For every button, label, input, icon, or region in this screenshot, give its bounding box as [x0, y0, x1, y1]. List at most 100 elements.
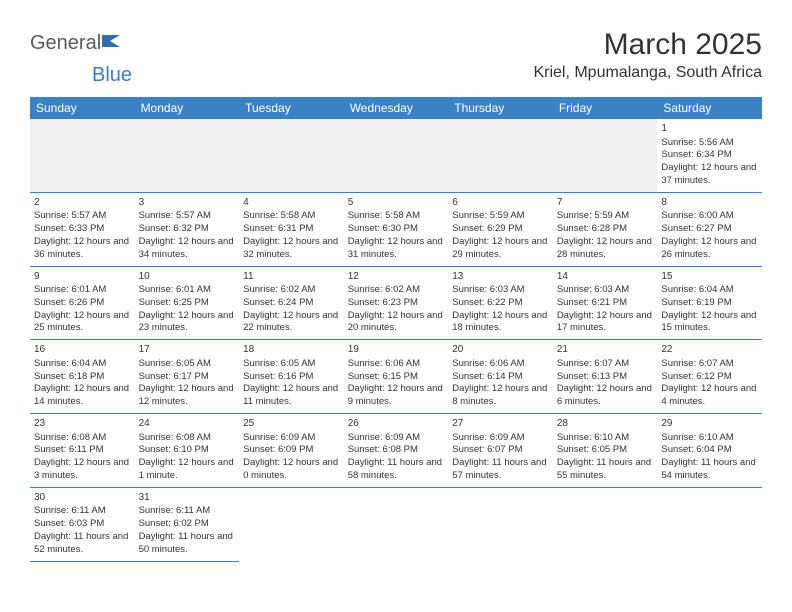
daylight-line: Daylight: 12 hours and 18 minutes. [452, 310, 549, 336]
sunset-line: Sunset: 6:08 PM [348, 444, 445, 457]
sunrise-line: Sunrise: 6:10 AM [661, 432, 758, 445]
calendar-day-cell [239, 487, 344, 561]
daylight-line: Daylight: 12 hours and 36 minutes. [34, 236, 131, 262]
sunrise-line: Sunrise: 6:11 AM [139, 505, 236, 518]
sunrise-line: Sunrise: 6:03 AM [452, 284, 549, 297]
calendar-table: SundayMondayTuesdayWednesdayThursdayFrid… [30, 97, 762, 562]
daylight-line: Daylight: 12 hours and 12 minutes. [139, 383, 236, 409]
calendar-day-cell [657, 487, 762, 561]
daylight-line: Daylight: 12 hours and 6 minutes. [557, 383, 654, 409]
sunset-line: Sunset: 6:32 PM [139, 223, 236, 236]
calendar-day-cell [448, 119, 553, 192]
day-number: 4 [243, 196, 340, 210]
calendar-day-cell: 12Sunrise: 6:02 AMSunset: 6:23 PMDayligh… [344, 266, 449, 340]
daylight-line: Daylight: 12 hours and 11 minutes. [243, 383, 340, 409]
day-number: 7 [557, 196, 654, 210]
calendar-day-cell: 6Sunrise: 5:59 AMSunset: 6:29 PMDaylight… [448, 192, 553, 266]
daylight-line: Daylight: 11 hours and 50 minutes. [139, 531, 236, 557]
calendar-day-cell: 11Sunrise: 6:02 AMSunset: 6:24 PMDayligh… [239, 266, 344, 340]
sunrise-line: Sunrise: 5:57 AM [34, 210, 131, 223]
sunset-line: Sunset: 6:19 PM [661, 297, 758, 310]
day-number: 29 [661, 417, 758, 431]
calendar-day-cell: 7Sunrise: 5:59 AMSunset: 6:28 PMDaylight… [553, 192, 658, 266]
daylight-line: Daylight: 12 hours and 29 minutes. [452, 236, 549, 262]
day-number: 26 [348, 417, 445, 431]
sunrise-line: Sunrise: 6:06 AM [452, 358, 549, 371]
sunset-line: Sunset: 6:15 PM [348, 371, 445, 384]
calendar-day-cell: 2Sunrise: 5:57 AMSunset: 6:33 PMDaylight… [30, 192, 135, 266]
calendar-day-cell: 27Sunrise: 6:09 AMSunset: 6:07 PMDayligh… [448, 414, 553, 488]
day-header: Friday [553, 97, 658, 119]
day-header: Tuesday [239, 97, 344, 119]
sunrise-line: Sunrise: 6:10 AM [557, 432, 654, 445]
calendar-day-cell [239, 119, 344, 192]
calendar-header-row: SundayMondayTuesdayWednesdayThursdayFrid… [30, 97, 762, 119]
sunrise-line: Sunrise: 5:59 AM [452, 210, 549, 223]
calendar-day-cell: 18Sunrise: 6:05 AMSunset: 6:16 PMDayligh… [239, 340, 344, 414]
sunrise-line: Sunrise: 5:57 AM [139, 210, 236, 223]
sunrise-line: Sunrise: 6:03 AM [557, 284, 654, 297]
sunrise-line: Sunrise: 5:58 AM [243, 210, 340, 223]
daylight-line: Daylight: 11 hours and 52 minutes. [34, 531, 131, 557]
calendar-day-cell: 30Sunrise: 6:11 AMSunset: 6:03 PMDayligh… [30, 487, 135, 561]
calendar-day-cell: 1Sunrise: 5:56 AMSunset: 6:34 PMDaylight… [657, 119, 762, 192]
calendar-week-row: 2Sunrise: 5:57 AMSunset: 6:33 PMDaylight… [30, 192, 762, 266]
sunset-line: Sunset: 6:22 PM [452, 297, 549, 310]
daylight-line: Daylight: 12 hours and 34 minutes. [139, 236, 236, 262]
calendar-day-cell: 13Sunrise: 6:03 AMSunset: 6:22 PMDayligh… [448, 266, 553, 340]
calendar-day-cell: 5Sunrise: 5:58 AMSunset: 6:30 PMDaylight… [344, 192, 449, 266]
daylight-line: Daylight: 11 hours and 54 minutes. [661, 457, 758, 483]
sunset-line: Sunset: 6:25 PM [139, 297, 236, 310]
calendar-week-row: 16Sunrise: 6:04 AMSunset: 6:18 PMDayligh… [30, 340, 762, 414]
calendar-day-cell: 17Sunrise: 6:05 AMSunset: 6:17 PMDayligh… [135, 340, 240, 414]
day-number: 28 [557, 417, 654, 431]
day-header: Saturday [657, 97, 762, 119]
daylight-line: Daylight: 12 hours and 20 minutes. [348, 310, 445, 336]
day-number: 15 [661, 270, 758, 284]
day-number: 24 [139, 417, 236, 431]
day-number: 17 [139, 343, 236, 357]
day-number: 27 [452, 417, 549, 431]
sunset-line: Sunset: 6:28 PM [557, 223, 654, 236]
day-number: 11 [243, 270, 340, 284]
day-number: 25 [243, 417, 340, 431]
daylight-line: Daylight: 11 hours and 57 minutes. [452, 457, 549, 483]
calendar-day-cell [30, 119, 135, 192]
day-number: 3 [139, 196, 236, 210]
sunrise-line: Sunrise: 6:02 AM [348, 284, 445, 297]
day-number: 13 [452, 270, 549, 284]
calendar-day-cell: 3Sunrise: 5:57 AMSunset: 6:32 PMDaylight… [135, 192, 240, 266]
calendar-day-cell: 22Sunrise: 6:07 AMSunset: 6:12 PMDayligh… [657, 340, 762, 414]
sunset-line: Sunset: 6:23 PM [348, 297, 445, 310]
sunset-line: Sunset: 6:17 PM [139, 371, 236, 384]
day-header: Sunday [30, 97, 135, 119]
daylight-line: Daylight: 12 hours and 1 minute. [139, 457, 236, 483]
day-number: 22 [661, 343, 758, 357]
month-title: March 2025 [533, 28, 762, 62]
day-number: 14 [557, 270, 654, 284]
sunset-line: Sunset: 6:21 PM [557, 297, 654, 310]
logo: General [30, 32, 122, 55]
sunset-line: Sunset: 6:04 PM [661, 444, 758, 457]
sunrise-line: Sunrise: 6:02 AM [243, 284, 340, 297]
calendar-day-cell: 29Sunrise: 6:10 AMSunset: 6:04 PMDayligh… [657, 414, 762, 488]
calendar-day-cell [553, 487, 658, 561]
sunset-line: Sunset: 6:02 PM [139, 518, 236, 531]
day-header: Monday [135, 97, 240, 119]
calendar-page: General March 2025 Kriel, Mpumalanga, So… [0, 0, 792, 572]
daylight-line: Daylight: 12 hours and 3 minutes. [34, 457, 131, 483]
daylight-line: Daylight: 12 hours and 0 minutes. [243, 457, 340, 483]
calendar-day-cell: 8Sunrise: 6:00 AMSunset: 6:27 PMDaylight… [657, 192, 762, 266]
calendar-day-cell [344, 487, 449, 561]
calendar-day-cell: 28Sunrise: 6:10 AMSunset: 6:05 PMDayligh… [553, 414, 658, 488]
sunrise-line: Sunrise: 6:07 AM [557, 358, 654, 371]
daylight-line: Daylight: 12 hours and 15 minutes. [661, 310, 758, 336]
sunrise-line: Sunrise: 6:09 AM [452, 432, 549, 445]
daylight-line: Daylight: 11 hours and 55 minutes. [557, 457, 654, 483]
sunrise-line: Sunrise: 5:59 AM [557, 210, 654, 223]
daylight-line: Daylight: 12 hours and 37 minutes. [661, 162, 758, 188]
sunset-line: Sunset: 6:34 PM [661, 149, 758, 162]
daylight-line: Daylight: 12 hours and 22 minutes. [243, 310, 340, 336]
day-number: 8 [661, 196, 758, 210]
sunrise-line: Sunrise: 6:05 AM [243, 358, 340, 371]
